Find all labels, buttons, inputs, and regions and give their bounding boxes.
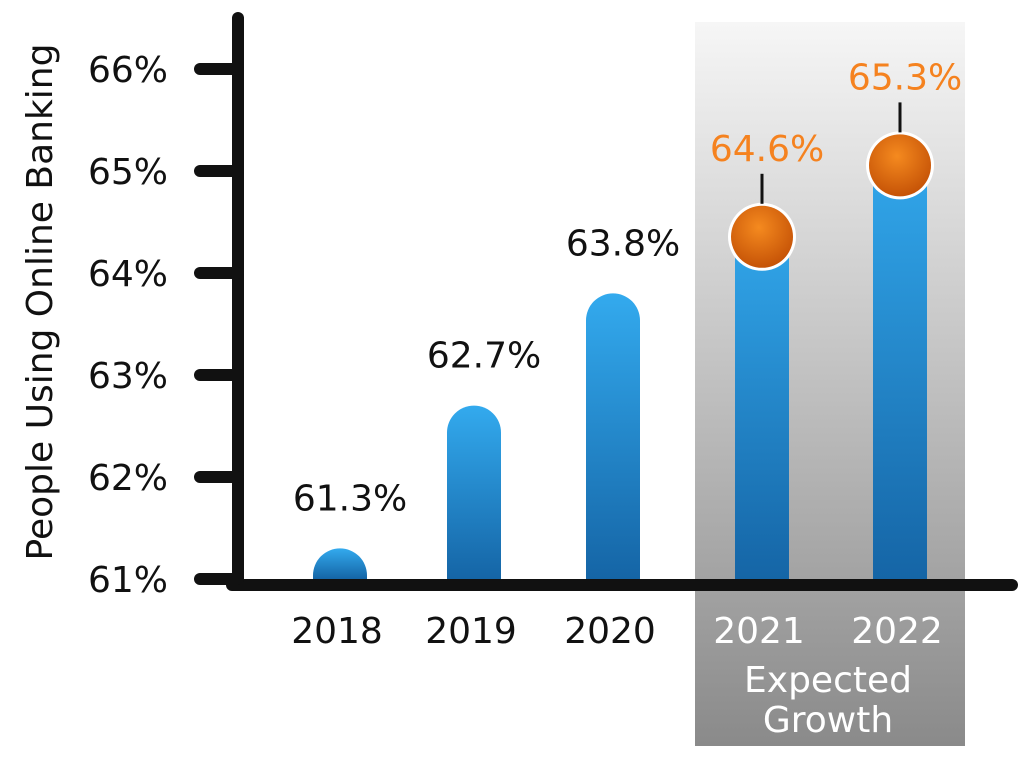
bar-2020: [586, 293, 640, 579]
y-tick-label: 63%: [88, 356, 168, 397]
projection-label-line1: Expected: [744, 660, 912, 701]
marker-2022: [869, 134, 931, 197]
bars: [313, 140, 927, 579]
projection-markers: [728, 102, 934, 271]
y-tick-label: 64%: [88, 254, 168, 295]
projection-label-line2: Growth: [763, 700, 893, 741]
value-label-2018: 61.3%: [293, 478, 407, 519]
y-tick-label: 61%: [88, 560, 168, 601]
value-label-2021: 64.6%: [710, 129, 824, 170]
y-axis-ticks: 61% 62% 63% 64% 65% 66%: [88, 50, 244, 601]
y-tick-label: 66%: [88, 50, 168, 91]
marker-2021: [731, 205, 793, 268]
y-tick-label: 62%: [88, 458, 168, 499]
bar-2021: [735, 211, 789, 579]
bar-2018: [313, 548, 367, 579]
category-label-2018: 2018: [291, 611, 383, 652]
category-label-2019: 2019: [425, 611, 517, 652]
y-tick-label: 65%: [88, 152, 168, 193]
category-label-2021: 2021: [713, 611, 805, 652]
category-label-2022: 2022: [851, 611, 943, 652]
bar-2022: [873, 140, 927, 579]
x-axis-categories: 2018 2019 2020 2021 2022: [291, 611, 943, 652]
category-label-2020: 2020: [564, 611, 656, 652]
value-label-2022: 65.3%: [848, 57, 962, 98]
value-labels: 61.3% 62.7% 63.8% 64.6% 65.3%: [293, 57, 962, 519]
value-label-2019: 62.7%: [427, 336, 541, 377]
value-label-2020: 63.8%: [566, 223, 680, 264]
y-axis-title: People Using Online Banking: [20, 44, 61, 561]
bar-2019: [447, 405, 501, 579]
